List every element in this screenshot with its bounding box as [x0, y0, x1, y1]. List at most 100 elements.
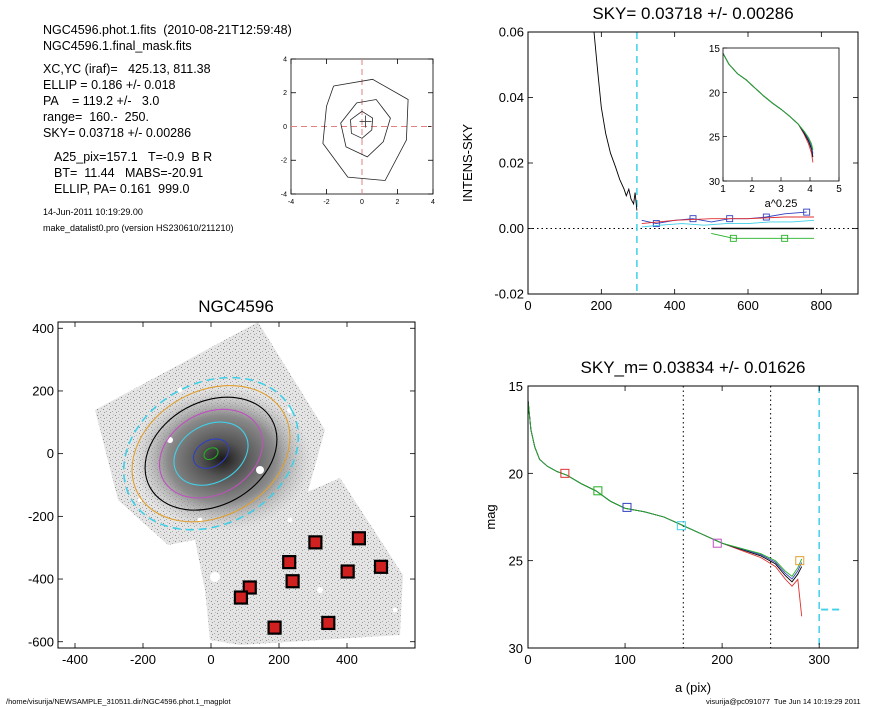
mask-filename: NGC4596.1.final_mask.fits — [43, 39, 192, 53]
mag-ylabel: mag — [483, 504, 498, 529]
intens-marker — [652, 220, 660, 228]
center-xtick-label: 2 — [396, 199, 400, 206]
center-xtick-label: -2 — [323, 199, 329, 206]
intens-marker — [762, 213, 770, 221]
mag-profile-line — [528, 399, 803, 578]
masked-star-box — [267, 620, 282, 635]
center-ytick-label: -2 — [281, 158, 287, 165]
galaxy-light — [132, 387, 312, 531]
inset-xtick-label: 2 — [749, 184, 755, 195]
position-angle: PA = 119.2 +/- 3.0 — [43, 94, 160, 108]
intens-series-line — [641, 219, 815, 228]
masked-star-box — [282, 555, 297, 570]
intens-ytick-label: -0.02 — [494, 287, 524, 302]
mag-isophote-marker — [795, 556, 805, 566]
intens-series-line — [641, 216, 814, 225]
mag-ytick-label: 15 — [509, 379, 523, 394]
image-plot: NGC4596 -400 -200 0 200 400 -600 -400 -200 0 200 4… — [28, 297, 416, 667]
mag-isophote-marker — [676, 521, 686, 531]
a25-line: A25_pix=157.1 T=-0.9 B R — [54, 150, 213, 164]
inset-xtick-label: 1 — [720, 184, 726, 195]
intens-marker — [729, 234, 737, 242]
image-ytick-label: 200 — [32, 384, 54, 399]
mag-isophote-marker — [560, 468, 570, 478]
intens-ylabel: INTENS-SKY — [460, 124, 475, 202]
footer-user: visurija@pc091077 Tue Jun 14 10:19:29 20… — [706, 697, 861, 706]
isophote-ellipse — [173, 421, 249, 486]
sky-value: SKY= 0.03718 +/- 0.00286 — [43, 126, 192, 140]
inset-ytick-label: 15 — [709, 44, 721, 55]
masked-star-box — [373, 559, 389, 574]
isophote-ellipse — [192, 438, 230, 469]
inset-profile-line — [722, 53, 814, 151]
mag-xlabel: a (pix) — [675, 680, 711, 695]
inset-xtick-label: 3 — [778, 184, 784, 195]
inset-ytick-label: 20 — [709, 88, 721, 99]
mag-xtick-label: 100 — [614, 652, 636, 667]
inset-ticks: 1 2 3 4 5 15 20 25 30 — [709, 44, 842, 195]
intens-ytick-label: 0.02 — [499, 156, 524, 171]
inset-background — [723, 48, 839, 181]
mag-ytick-label: 25 — [509, 554, 523, 569]
center-contours — [322, 78, 409, 181]
mag-isophote-marker — [712, 538, 722, 548]
ellipticity: ELLIP = 0.186 +/- 0.018 — [43, 78, 176, 92]
intens-ticks: 0 200 400 600 800 -0.02 0.00 0.02 0.04 0.06 — [494, 25, 858, 313]
fit-range: range= 160.- 250. — [43, 110, 149, 124]
ellip-pa-line: ELLIP, PA= 0.161 999.0 — [54, 182, 190, 196]
center-ytick-label: 2 — [283, 90, 287, 97]
image-title: NGC4596 — [198, 297, 274, 316]
mag-xtick-label: 300 — [808, 652, 830, 667]
intens-marker — [689, 215, 697, 223]
star-boxes — [233, 531, 389, 635]
masked-star-box — [308, 535, 323, 550]
image-ytick-label: -400 — [28, 572, 54, 587]
masked-star-box — [351, 531, 366, 546]
center-xtick-label: 4 — [431, 199, 435, 206]
center-xtick-label: -4 — [288, 199, 294, 206]
mag-isophote-marker — [593, 486, 603, 496]
mag-ytick-label: 30 — [509, 641, 523, 656]
inset-series — [722, 53, 814, 163]
intens-marker — [803, 208, 811, 216]
center-crosshair — [291, 59, 433, 194]
isophote-ellipse — [131, 385, 291, 523]
inset-xlabel: a^0.25 — [765, 198, 798, 210]
intens-xtick-label: 0 — [524, 298, 531, 313]
masked-star-box — [285, 574, 300, 589]
image-ytick-label: 400 — [32, 321, 54, 336]
bt-line: BT= 11.44 MABS=-20.91 — [54, 166, 204, 180]
center-ytick-label: -4 — [281, 191, 287, 198]
masked-star-box — [233, 590, 249, 605]
image-field — [95, 322, 403, 645]
masked-star-box — [340, 564, 355, 579]
mag-xtick-label: 0 — [524, 652, 531, 667]
mag-title: SKY_m= 0.03834 +/- 0.01626 — [581, 358, 806, 377]
inset-xtick-label: 4 — [807, 184, 813, 195]
footer-path: /home/visurija/NEWSAMPLE_310511.dir/NGC4… — [6, 697, 231, 706]
image-xtick-label: 400 — [336, 652, 358, 667]
mag-frame — [527, 385, 859, 649]
intens-series — [528, 32, 858, 294]
mag-profile-line — [528, 399, 803, 580]
center-plot: -4 -2 0 2 4 -4 -2 0 2 4 — [281, 56, 435, 206]
intens-xtick-label: 800 — [810, 298, 832, 313]
intens-plot: SKY= 0.03718 +/- 0.00286 INTENS-SKY 0 200… — [460, 4, 859, 313]
isophote-ellipse — [158, 408, 264, 499]
intens-xtick-label: 600 — [737, 298, 759, 313]
program-version: make_datalist0.pro (version HS230610/211… — [43, 223, 234, 233]
image-xtick-label: 0 — [207, 652, 214, 667]
image-xtick-label: 200 — [268, 652, 290, 667]
center-contour — [350, 110, 374, 139]
intens-series-line — [641, 211, 807, 225]
image-ytick-label: 0 — [47, 446, 54, 461]
mag-profile-line — [528, 399, 803, 617]
inset-xtick-label: 5 — [836, 184, 842, 195]
intens-xtick-label: 400 — [664, 298, 686, 313]
intens-ytick-label: 0.04 — [499, 90, 524, 105]
masked-star-box — [321, 615, 336, 631]
mag-isophote-marker — [622, 502, 632, 512]
isophote-ellipse — [203, 447, 219, 461]
inset-ytick-label: 25 — [709, 133, 721, 144]
